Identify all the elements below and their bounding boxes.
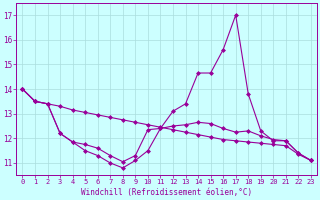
X-axis label: Windchill (Refroidissement éolien,°C): Windchill (Refroidissement éolien,°C) xyxy=(81,188,252,197)
